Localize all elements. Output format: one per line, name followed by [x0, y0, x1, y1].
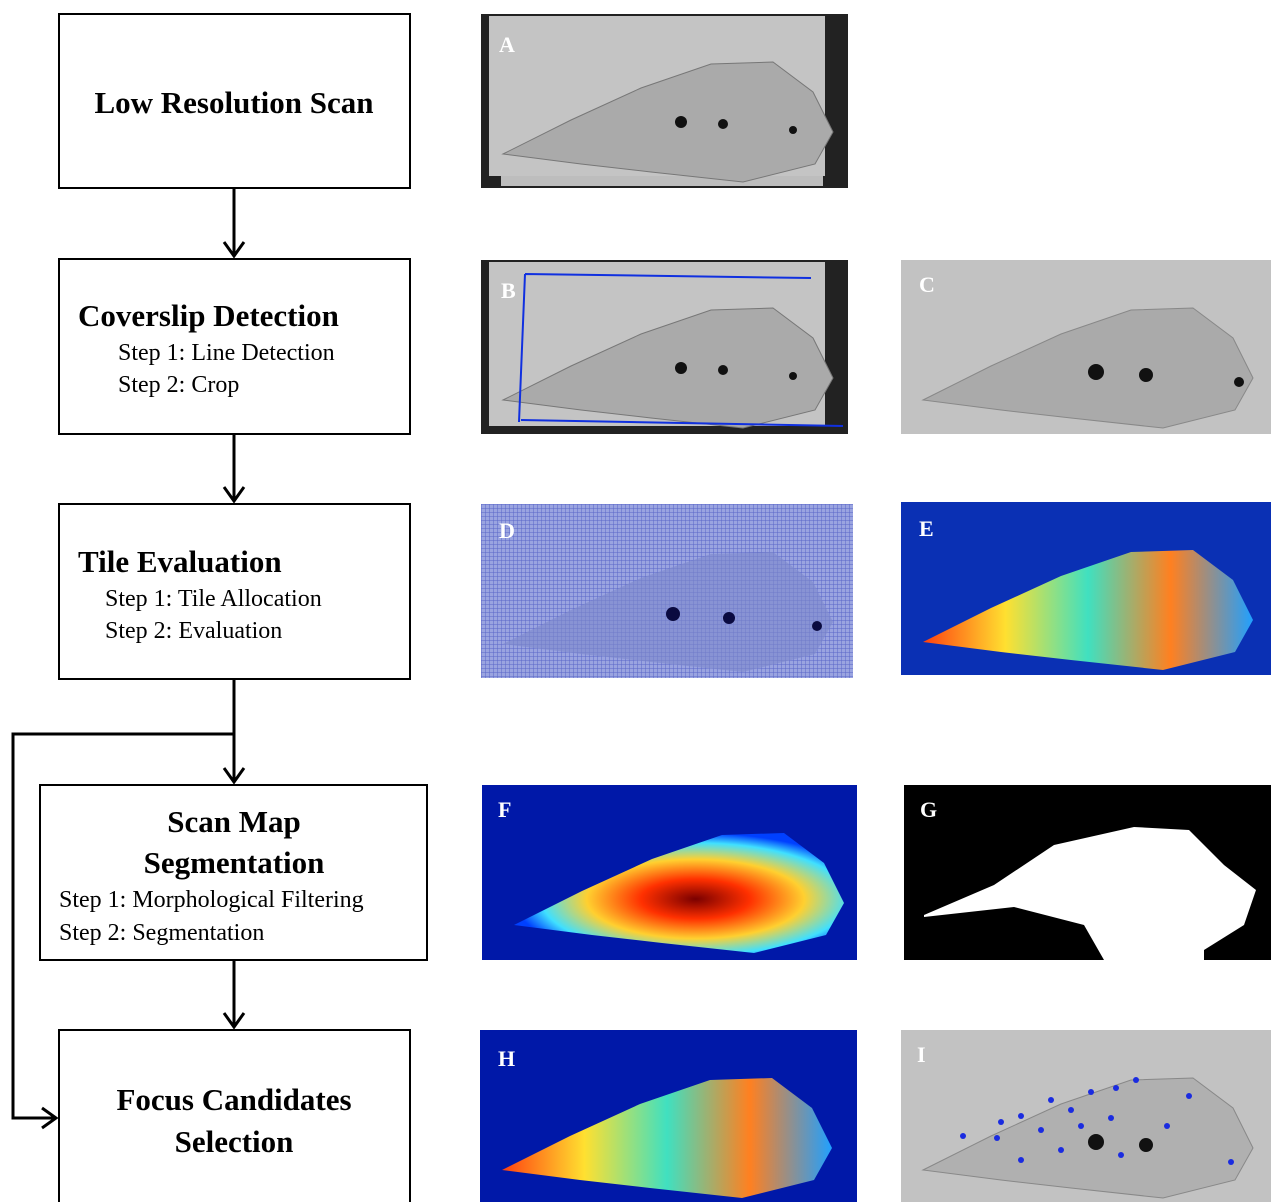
image-panel: H	[480, 1030, 857, 1202]
substep: Step 2: Evaluation	[105, 618, 282, 644]
image-panel: B	[481, 260, 848, 434]
step-title: Low Resolution Scan	[94, 85, 373, 120]
panel-label: E	[919, 516, 934, 541]
image-panel: C	[901, 260, 1271, 434]
image-panel: E	[901, 502, 1271, 675]
panel-label: H	[498, 1046, 515, 1071]
substep: Step 2: Segmentation	[59, 920, 264, 946]
substep: Step 2: Crop	[118, 372, 239, 398]
image-panel: F	[482, 785, 857, 960]
panel-label: A	[499, 32, 515, 57]
step-title: Focus Candidates	[116, 1082, 351, 1117]
panel-label: F	[498, 797, 511, 822]
step-title: Coverslip Detection	[78, 298, 339, 333]
image-panel: D	[481, 504, 853, 678]
image-panel: G	[904, 785, 1271, 960]
panel-label: G	[920, 797, 937, 822]
workflow-diagram: Low Resolution Scan Coverslip Detection …	[0, 0, 1271, 1202]
substep: Step 1: Line Detection	[118, 340, 335, 366]
panel-label: B	[501, 278, 516, 303]
step-title: Selection	[175, 1124, 294, 1159]
panel-label: I	[917, 1042, 926, 1067]
step-title: Scan Map	[167, 804, 301, 839]
step-title: Tile Evaluation	[78, 544, 282, 579]
step-title: Segmentation	[144, 845, 325, 880]
image-panel: A	[481, 14, 848, 188]
substep: Step 1: Tile Allocation	[105, 586, 322, 612]
image-panel: I	[901, 1030, 1271, 1202]
substep: Step 1: Morphological Filtering	[59, 887, 364, 913]
panel-label: C	[919, 272, 935, 297]
panel-label: D	[499, 518, 515, 543]
